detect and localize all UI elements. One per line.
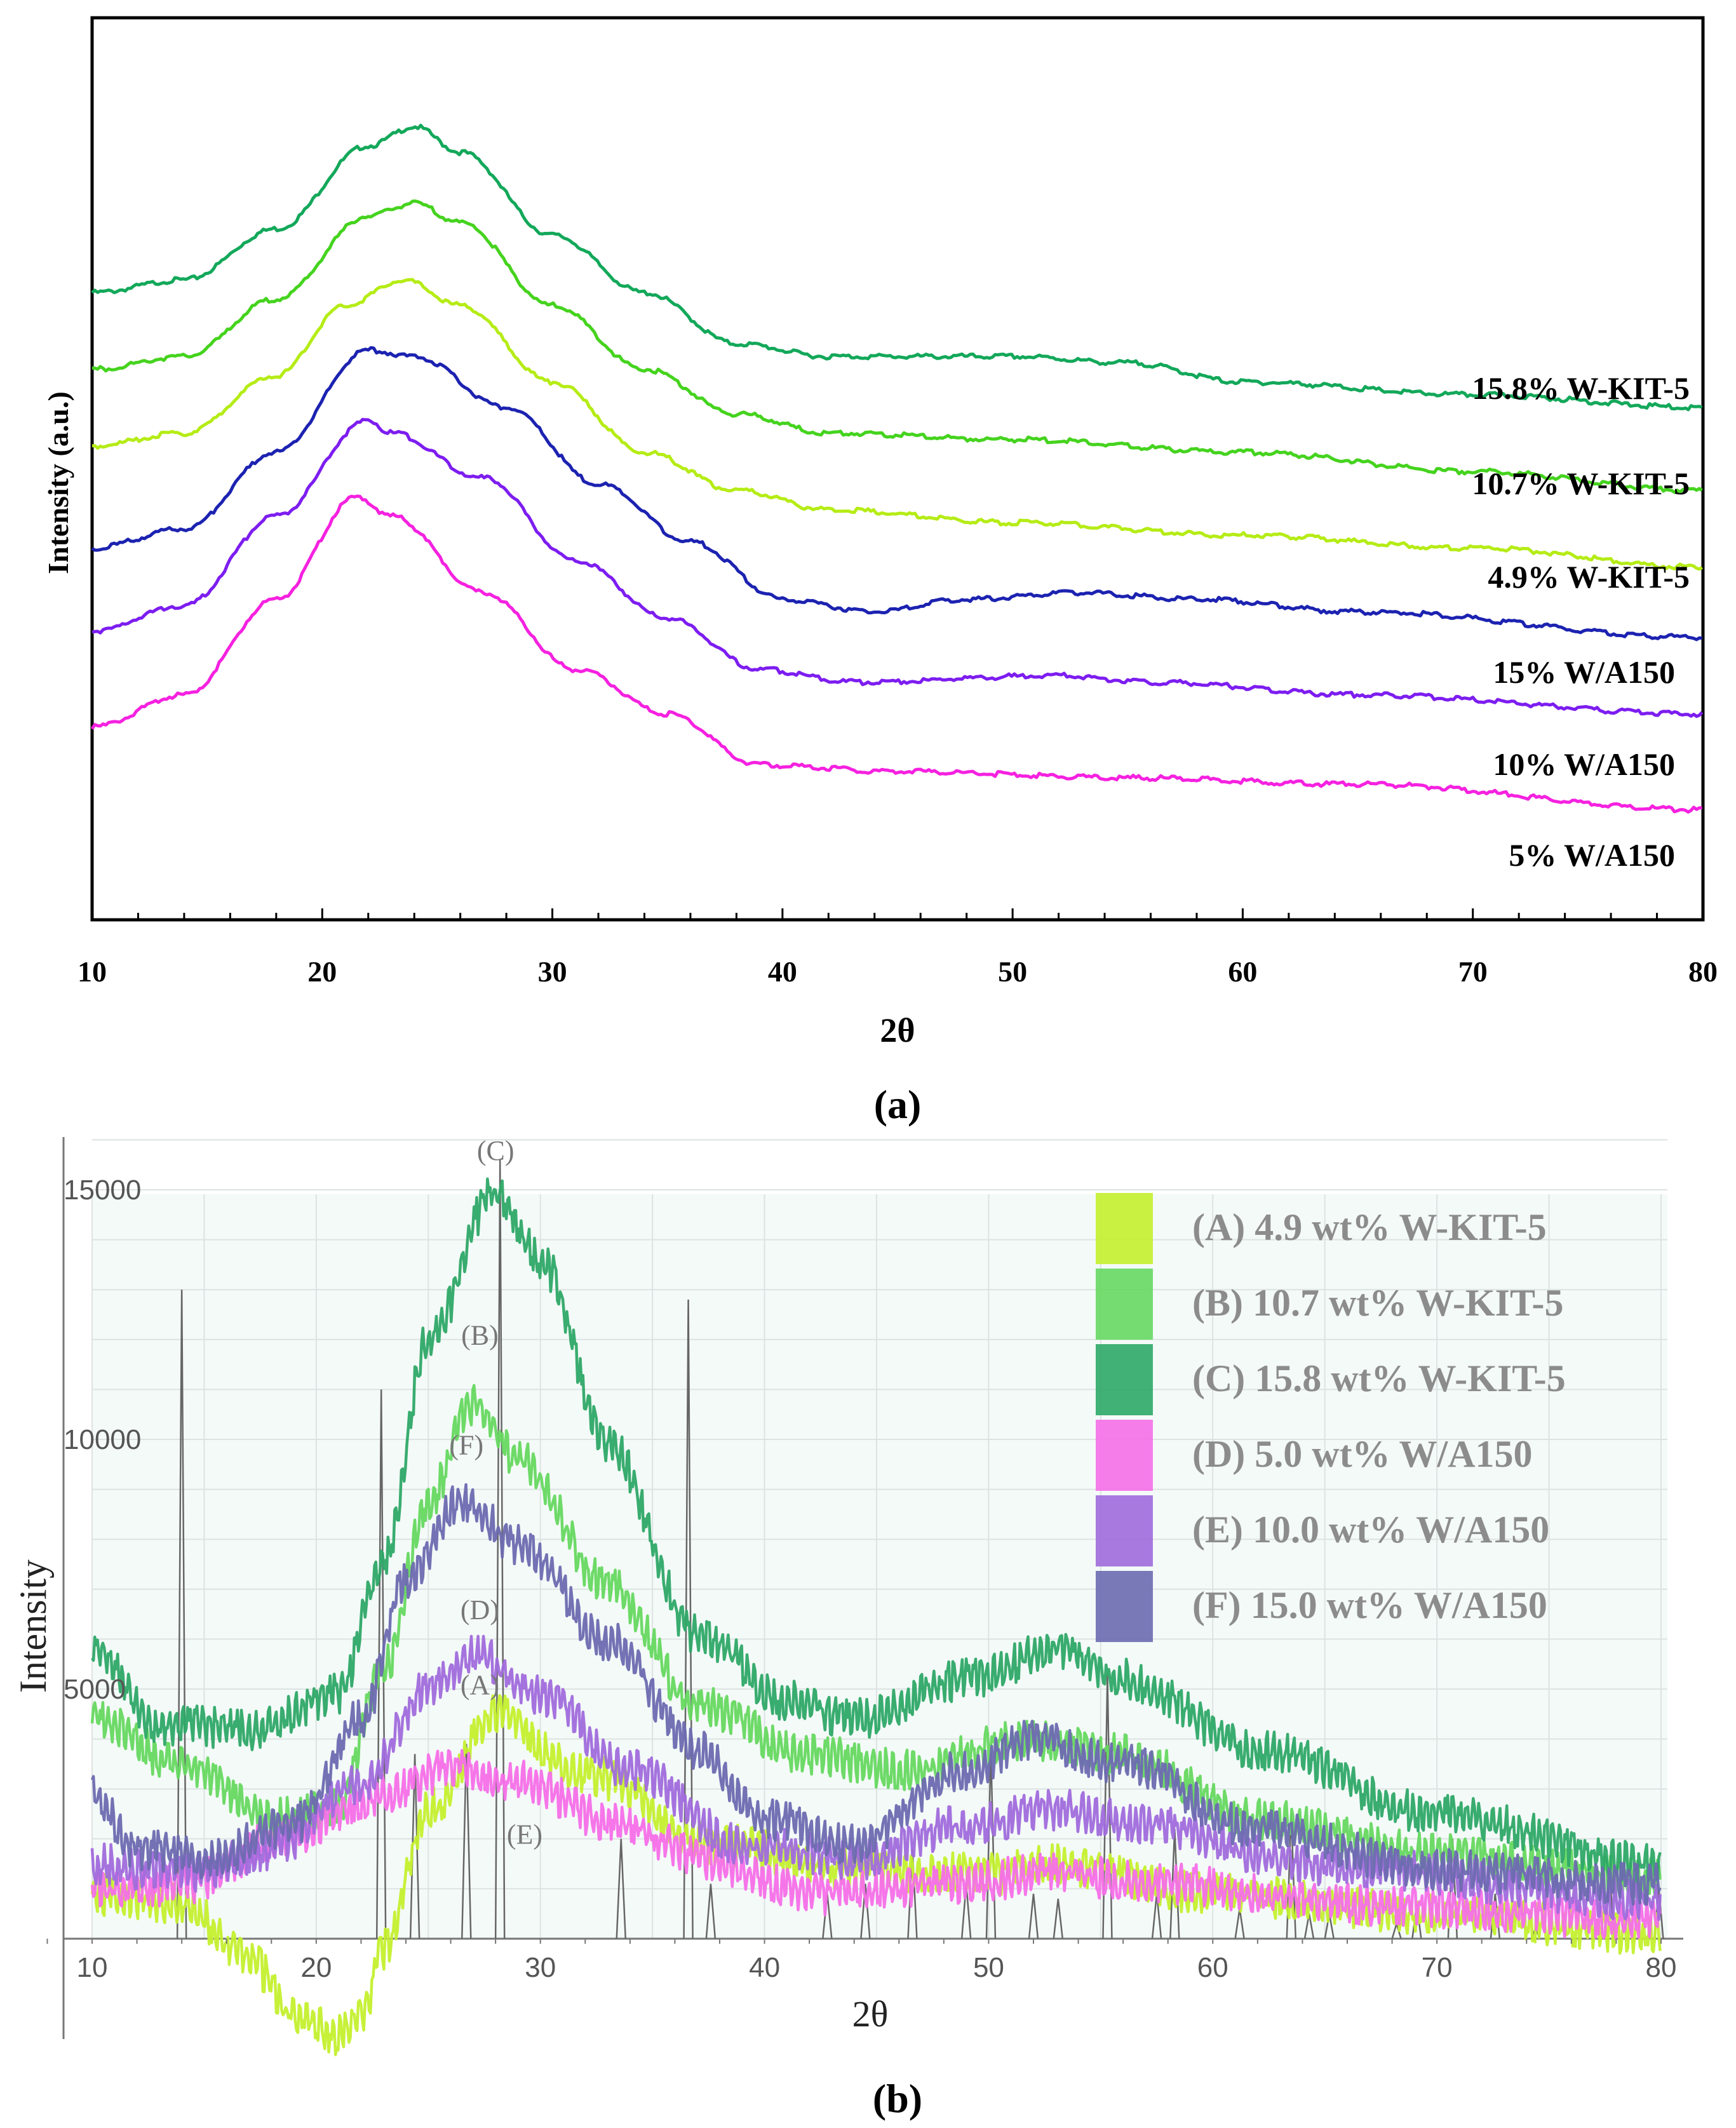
panel-b-legend-swatch	[1096, 1420, 1153, 1491]
panel-b-legend-label: (D) 5.0 wt% W/A150	[1192, 1433, 1533, 1475]
panel-a-series-label: 10.7% W-KIT-5	[1472, 466, 1690, 501]
panel-b-legend-label: (C) 15.8 wt% W-KIT-5	[1192, 1357, 1566, 1399]
panel-b-curve-tag: (F)	[449, 1430, 483, 1461]
panel-b-reference-peak	[1053, 1898, 1064, 1939]
panel-a-x-tick-label: 50	[998, 955, 1027, 988]
panel-b-reference-peak	[1028, 1894, 1039, 1939]
panel-a-x-tick-label: 70	[1458, 955, 1488, 988]
panel-b-reference-peak	[409, 1754, 421, 1939]
panel-a-caption: (a)	[874, 1082, 922, 1127]
panel-b-legend-swatch	[1096, 1193, 1153, 1264]
panel-a-series-label: 10% W/A150	[1493, 746, 1675, 782]
panel-b-legend-label: (A) 4.9 wt% W-KIT-5	[1192, 1206, 1547, 1248]
panel-b-series-line	[90, 1384, 1662, 1899]
panel-a-chart: 10 20 30 40 50 60 70 80 15.8% W-KIT-5 10.7% W-KI…	[42, 16, 1718, 1127]
panel-b-curve-tag: (D)	[461, 1594, 499, 1626]
panel-a-x-axis-label: 2θ	[880, 1011, 915, 1049]
panel-a-series-line	[91, 346, 1702, 642]
panel-b-y-tick-label: 15000	[64, 1175, 141, 1206]
panel-b-caption: (b)	[873, 2076, 922, 2121]
panel-b-legend-swatch	[1096, 1344, 1153, 1415]
panel-a-series-line	[90, 494, 1702, 814]
panel-b-x-tick-label: 10	[77, 1952, 108, 1983]
panel-b-x-tick-label: 20	[300, 1952, 332, 1983]
panel-a-series-label: 5% W/A150	[1509, 837, 1675, 873]
panel-b-reference-peak	[616, 1838, 626, 1939]
panel-b-series-line	[91, 1177, 1662, 1885]
panel-b-legend-label: (B) 10.7 wt% W-KIT-5	[1192, 1282, 1563, 1324]
panel-b-legend-label: (E) 10.0 wt% W/A150	[1192, 1509, 1549, 1551]
panel-a-series-line	[91, 199, 1703, 494]
panel-b-x-tick-label: 30	[525, 1952, 556, 1983]
panel-b-y-tick-label: 5000	[64, 1674, 126, 1705]
panel-b-reference-peak	[705, 1883, 717, 1939]
panel-a-x-tick-label: 40	[768, 955, 797, 988]
panel-a-series-label: 4.9% W-KIT-5	[1488, 559, 1690, 595]
panel-b-curve-tag: (E)	[507, 1819, 542, 1850]
panel-a-y-axis-label: Intensity (a.u.)	[42, 391, 74, 574]
panel-b-reference-peak	[860, 1883, 871, 1939]
panel-b-reference-peak	[461, 1744, 472, 1939]
panel-b-series-line	[90, 1483, 1662, 1906]
panel-b-legend-label: (F) 15.0 wt% W/A150	[1192, 1584, 1547, 1626]
panel-a-x-tick-label: 60	[1228, 955, 1257, 988]
panel-b-curve-tag: (A)	[461, 1669, 499, 1700]
panel-b-y-tick-label: 10000	[64, 1424, 141, 1455]
panel-b-x-tick-label: 80	[1646, 1952, 1677, 1983]
panel-a-series-line	[91, 123, 1703, 412]
panel-b-x-tick-label: 60	[1197, 1952, 1228, 1983]
panel-a-series-label: 15% W/A150	[1493, 654, 1675, 690]
panel-a-series-label: 15.8% W-KIT-5	[1472, 370, 1690, 406]
panel-a-plot-frame	[90, 16, 1705, 922]
panel-b-legend-swatch	[1096, 1495, 1153, 1566]
panel-a-series-line	[91, 278, 1703, 571]
panel-b-x-axis-label: 2θ	[852, 1993, 889, 2035]
panel-b-legend-swatch	[1096, 1269, 1153, 1340]
panel-a-x-tick-label: 20	[307, 955, 337, 988]
panel-b-chart: 10 20 30 40 50 60 70 80 5000 10000 15000 (A) (B) (C)…	[12, 1135, 1683, 2121]
panel-b-y-axis-label: Intensity	[12, 1559, 54, 1693]
panel-b-reference-peak	[494, 1159, 506, 1939]
panel-a-x-tick-label: 10	[77, 955, 107, 988]
panel-a-series-line	[91, 417, 1704, 718]
panel-b-curve-tag: (B)	[461, 1320, 499, 1351]
panel-b-x-tick-label: 50	[973, 1952, 1004, 1983]
panel-b-legend-swatch	[1096, 1571, 1153, 1642]
panel-b-curve-tag: (C)	[477, 1135, 515, 1166]
panel-b-x-tick-label: 70	[1422, 1952, 1453, 1983]
panel-b-x-tick-label: 40	[749, 1952, 780, 1983]
panel-a-x-tick-label: 30	[538, 955, 567, 988]
panel-a-x-tick-label: 80	[1688, 955, 1718, 988]
